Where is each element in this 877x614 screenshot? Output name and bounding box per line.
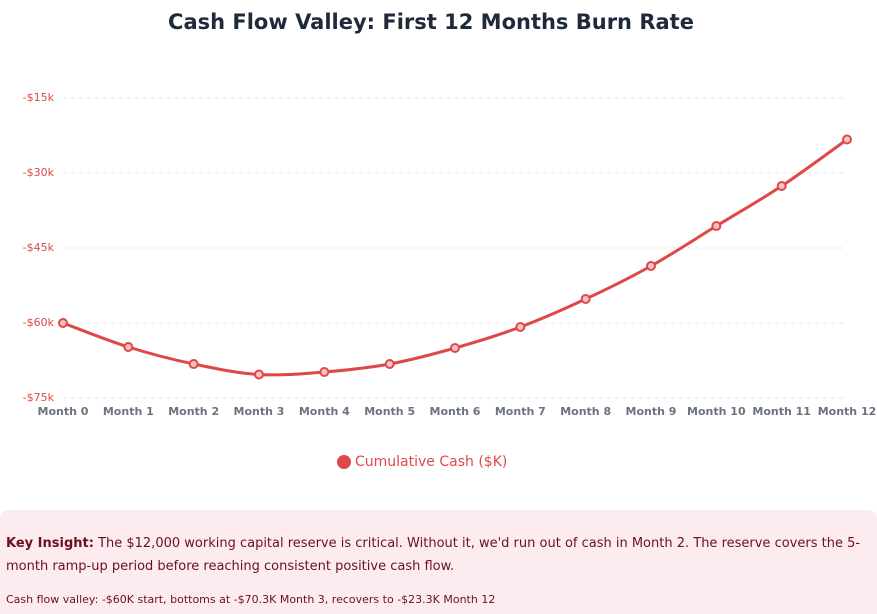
- legend-label: Cumulative Cash ($K): [355, 454, 507, 470]
- insight-box: Key Insight: The $12,000 working capital…: [0, 510, 877, 614]
- x-tick-label: Month 3: [234, 405, 285, 418]
- point: [842, 134, 852, 145]
- point: [646, 261, 656, 271]
- line: [62, 138, 848, 377]
- y-tick-label: -$60k: [23, 316, 55, 329]
- y-tick-label: -$75k: [23, 391, 55, 404]
- x-tick-label: Month 2: [168, 405, 219, 418]
- x-tick-label: Month 6: [430, 405, 481, 418]
- point: [450, 343, 460, 353]
- point: [58, 318, 68, 328]
- y-tick-label: -$15k: [23, 91, 55, 104]
- point: [254, 369, 264, 380]
- point: [711, 221, 722, 231]
- y-tick-label: -$45k: [23, 241, 55, 254]
- chart-title: Cash Flow Valley: First 12 Months Burn R…: [168, 10, 694, 34]
- x-tick-label: Month 4: [299, 405, 350, 418]
- x-tick-label: Month 12: [818, 405, 877, 418]
- point: [776, 181, 787, 191]
- insight-body: The $12,000 working capital reserve is c…: [6, 536, 861, 574]
- point: [319, 367, 330, 377]
- insight-text: Key Insight: The $12,000 working capital…: [6, 532, 871, 578]
- point: [515, 322, 526, 332]
- point: [384, 359, 395, 369]
- insight-label: Key Insight:: [6, 536, 94, 551]
- x-tick-label: Month 10: [687, 405, 746, 418]
- x-tick-label: Month 9: [626, 405, 677, 418]
- y-tick-label: -$30k: [23, 166, 55, 179]
- point: [580, 294, 591, 304]
- insight-note: Cash flow valley: -$60K start, bottoms a…: [6, 593, 496, 606]
- x-tick-label: Month 7: [495, 405, 546, 418]
- x-tick-label: Month 5: [364, 405, 415, 418]
- legend-marker: [337, 455, 351, 469]
- x-tick-label: Month 8: [560, 405, 611, 418]
- x-tick-label: Month 1: [103, 405, 154, 418]
- chart: Cash Flow Valley: First 12 Months Burn R…: [23, 10, 877, 470]
- x-tick-label: Month 11: [752, 405, 811, 418]
- x-tick-label: Month 0: [38, 405, 89, 418]
- point: [123, 342, 134, 352]
- point: [188, 359, 199, 369]
